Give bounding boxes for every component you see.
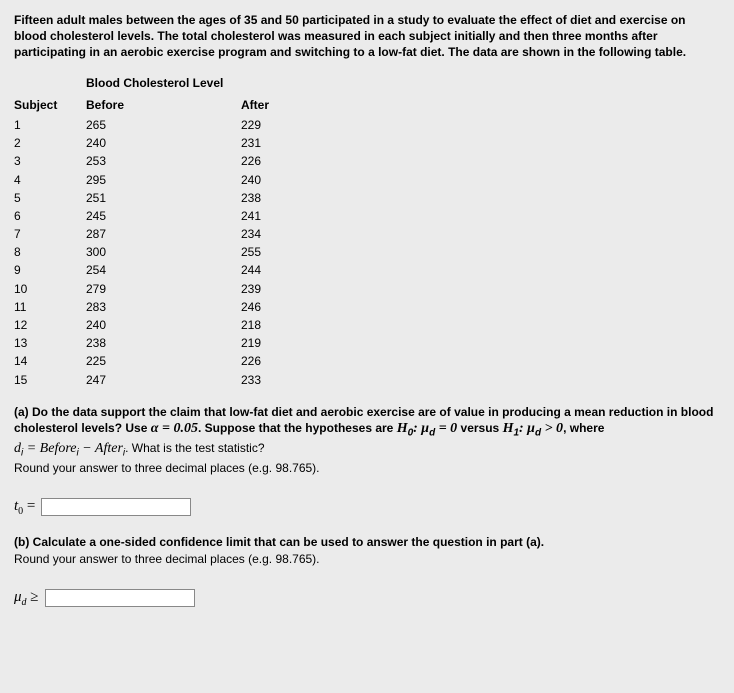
cell-before: 225	[86, 353, 241, 369]
cell-after: 240	[241, 172, 361, 188]
qa-colon2: : μ	[519, 421, 535, 436]
qa-alpha: α = 0.05	[151, 421, 198, 436]
qa-colon: : μ	[413, 421, 429, 436]
qb-text: (b) Calculate a one-sided confidence lim…	[14, 535, 544, 549]
qa-tail: . What is the test statistic?	[125, 441, 264, 455]
question-b: (b) Calculate a one-sided confidence lim…	[14, 534, 720, 566]
cell-subject: 12	[14, 317, 86, 333]
qa-mid1: . Suppose that the hypotheses are	[198, 421, 397, 435]
table-row: 2240231	[14, 135, 720, 151]
cell-before: 253	[86, 153, 241, 169]
cell-subject: 9	[14, 262, 86, 278]
table-row: 9254244	[14, 262, 720, 278]
cell-subject: 15	[14, 372, 86, 388]
header-subject: Subject	[14, 97, 86, 113]
cell-after: 238	[241, 190, 361, 206]
intro-text: Fifteen adult males between the ages of …	[14, 12, 720, 61]
cell-before: 245	[86, 208, 241, 224]
mud-input[interactable]	[45, 589, 195, 607]
table-row: 13238219	[14, 335, 720, 351]
cell-subject: 10	[14, 281, 86, 297]
table-row: 3253226	[14, 153, 720, 169]
table-row: 7287234	[14, 226, 720, 242]
cell-before: 247	[86, 372, 241, 388]
cell-before: 295	[86, 172, 241, 188]
cell-subject: 14	[14, 353, 86, 369]
cell-subject: 1	[14, 117, 86, 133]
cell-subject: 3	[14, 153, 86, 169]
qa-minus: − After	[79, 441, 123, 456]
qa-versus: versus	[457, 421, 502, 435]
table-row: 4295240	[14, 172, 720, 188]
input-b-label: μd ≥	[14, 587, 39, 610]
cell-after: 255	[241, 244, 361, 260]
cell-subject: 6	[14, 208, 86, 224]
cell-subject: 7	[14, 226, 86, 242]
table-row: 15247233	[14, 372, 720, 388]
cell-after: 231	[241, 135, 361, 151]
header-after: After	[241, 97, 361, 113]
qa-equals: = Before	[23, 441, 76, 456]
cell-after: 239	[241, 281, 361, 297]
qa-where: , where	[563, 421, 604, 435]
qa-eq0: = 0	[435, 421, 457, 436]
table-header: Subject Before After	[14, 97, 720, 113]
cell-after: 229	[241, 117, 361, 133]
table-row: 11283246	[14, 299, 720, 315]
cell-subject: 4	[14, 172, 86, 188]
table-row: 8300255	[14, 244, 720, 260]
cell-after: 246	[241, 299, 361, 315]
cell-after: 233	[241, 372, 361, 388]
qb-round: Round your answer to three decimal place…	[14, 552, 320, 566]
cell-subject: 13	[14, 335, 86, 351]
cell-subject: 5	[14, 190, 86, 206]
table-row: 12240218	[14, 317, 720, 333]
cell-after: 218	[241, 317, 361, 333]
table-row: 5251238	[14, 190, 720, 206]
cell-before: 254	[86, 262, 241, 278]
t0-input[interactable]	[41, 498, 191, 516]
qa-h0: H	[397, 421, 408, 436]
table-body: 1265229224023132532264295240525123862452…	[14, 117, 720, 388]
qa-round: Round your answer to three decimal place…	[14, 461, 320, 475]
cell-after: 244	[241, 262, 361, 278]
cell-before: 240	[86, 135, 241, 151]
cell-subject: 2	[14, 135, 86, 151]
cell-subject: 8	[14, 244, 86, 260]
cell-after: 234	[241, 226, 361, 242]
cell-after: 226	[241, 353, 361, 369]
cell-before: 283	[86, 299, 241, 315]
cell-before: 238	[86, 335, 241, 351]
cell-before: 287	[86, 226, 241, 242]
qa-h1: H	[503, 421, 514, 436]
qa-di: d	[14, 441, 21, 456]
qa-gt0: > 0	[541, 421, 563, 436]
cell-after: 241	[241, 208, 361, 224]
cell-subject: 11	[14, 299, 86, 315]
cell-after: 226	[241, 153, 361, 169]
table-row: 6245241	[14, 208, 720, 224]
cell-before: 300	[86, 244, 241, 260]
cell-after: 219	[241, 335, 361, 351]
cell-before: 240	[86, 317, 241, 333]
table-row: 10279239	[14, 281, 720, 297]
header-before: Before	[86, 97, 241, 113]
cell-before: 265	[86, 117, 241, 133]
table-title: Blood Cholesterol Level	[86, 75, 720, 91]
input-row-a: t0 =	[14, 496, 720, 519]
cell-before: 251	[86, 190, 241, 206]
input-row-b: μd ≥	[14, 587, 720, 610]
input-a-label: t0 =	[14, 496, 35, 519]
table-row: 1265229	[14, 117, 720, 133]
question-a: (a) Do the data support the claim that l…	[14, 404, 720, 476]
table-row: 14225226	[14, 353, 720, 369]
cell-before: 279	[86, 281, 241, 297]
